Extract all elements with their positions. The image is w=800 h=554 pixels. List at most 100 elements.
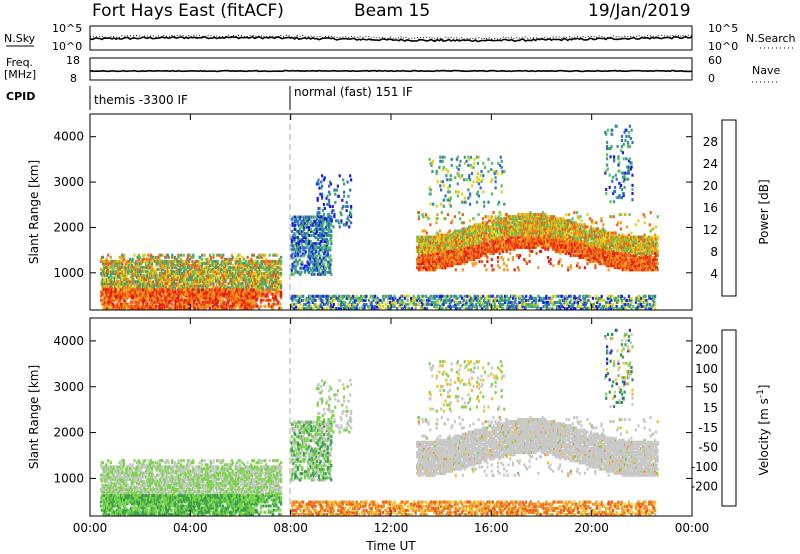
power-cell [130,302,133,306]
power-cell [319,254,322,258]
power-cell [156,274,159,278]
power-cell [195,270,198,274]
power-cell [175,300,178,304]
power-cell [161,272,164,276]
power-cell [265,286,268,290]
power-cell [320,180,323,184]
power-cell [179,263,183,267]
power-cell [263,290,266,294]
power-cell [112,270,115,274]
power-cell [275,276,278,280]
power-cell [157,294,161,298]
power-cell [202,276,205,280]
power-cell [312,215,315,219]
power-cell [109,255,112,259]
nsearch-label: N.Search [746,32,796,45]
power-cell [160,294,163,298]
power-cell [275,278,278,282]
power-cell [226,263,229,267]
power-cell [279,282,282,286]
power-cell [171,253,174,257]
power-cell [106,290,110,294]
power-cell [160,286,163,290]
power-cell [163,288,166,292]
power-cell [299,250,302,254]
power-cell [171,292,175,296]
power-cell [142,253,145,257]
power-cell [119,255,122,259]
power-cell [174,266,177,269]
power-cell [244,286,248,290]
power-cell [231,266,234,269]
power-cell [332,303,335,306]
power-cell [149,296,152,300]
power-cell [119,276,122,280]
power-cell [121,280,124,284]
power-cell [246,276,249,280]
power-cell [126,261,129,265]
power-cell [203,253,206,257]
power-cell [229,274,232,278]
power-cell [116,259,119,263]
power-cell [272,296,275,300]
power-cell [163,304,166,308]
power-cell [338,174,341,178]
power-cell [274,294,277,298]
power-cell [144,270,147,274]
power-cell [149,294,153,298]
power-cell [103,286,106,290]
power-cell [318,207,321,210]
power-cell [198,274,201,278]
power-cell [153,288,156,292]
power-cell [265,298,268,302]
power-cell [165,276,168,280]
power-cell [143,253,147,257]
power-cell [138,268,141,271]
power-cell [140,300,143,304]
power-cell [415,303,418,306]
power-cell [252,276,255,280]
power-cell [124,272,127,276]
power-cell [152,282,155,286]
power-cell [260,263,263,267]
power-cell [182,302,185,306]
power-cell [337,194,340,198]
power-cell [160,270,163,274]
power-cell [161,253,164,257]
power-cell [245,266,248,269]
power-cell [147,282,150,286]
power-cell [190,300,193,304]
power-cell [205,304,208,308]
power-cell [122,255,126,259]
power-cell [147,292,150,296]
power-cell [143,292,147,296]
power-cell [242,278,245,282]
power-cell [144,294,147,298]
power-cell [259,290,262,294]
power-cell [131,266,134,269]
power-cell [146,286,149,290]
power-cell [108,282,111,286]
power-cell [251,263,254,267]
power-cell [135,292,138,296]
power-cell [142,306,146,310]
power-cell [122,253,126,257]
power-cell [342,205,345,208]
power-cell [137,257,140,261]
power-cell [205,270,208,274]
power-cell [230,278,233,282]
power-cell [130,263,133,267]
power-cell [209,270,212,274]
power-cell [158,304,161,308]
power-cell [254,266,257,269]
power-cell [256,304,259,308]
power-cell [612,303,615,306]
power-cell [340,213,343,217]
power-cell [183,268,186,271]
power-cell [101,282,104,286]
power-cell [100,272,103,276]
power-cell [263,280,266,284]
power-cell [644,294,647,298]
power-cell [256,259,259,263]
